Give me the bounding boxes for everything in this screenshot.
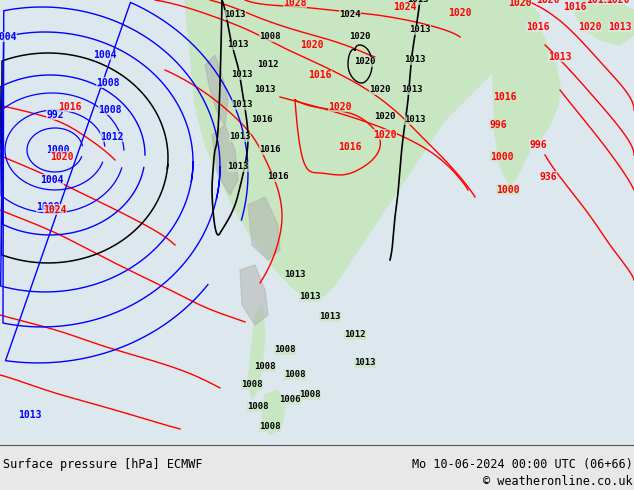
Text: 1013: 1013 [320,313,340,321]
Text: 1020: 1020 [606,0,630,5]
Polygon shape [248,197,280,260]
Text: 1020: 1020 [374,113,396,122]
Text: 1013: 1013 [548,52,572,62]
Text: 1013: 1013 [586,0,610,5]
Text: 1024: 1024 [339,10,361,20]
Text: 1008: 1008 [247,402,269,412]
Text: 1016: 1016 [563,2,586,12]
Text: 1008: 1008 [98,105,122,115]
Text: 1020: 1020 [328,102,352,112]
Text: 1016: 1016 [526,22,550,32]
Text: 1000: 1000 [46,145,70,155]
Text: 1013: 1013 [299,293,321,301]
Text: 1013: 1013 [404,116,426,124]
Text: 1020: 1020 [508,0,532,8]
Text: 1013: 1013 [254,85,276,95]
Text: 1004: 1004 [0,32,16,42]
Text: 1008: 1008 [96,78,120,88]
Text: 1013: 1013 [230,132,251,142]
Text: 1008: 1008 [299,391,321,399]
Polygon shape [262,390,285,435]
Text: 1012: 1012 [257,60,279,70]
Text: 1016: 1016 [259,146,281,154]
Text: 1013: 1013 [407,0,429,4]
Text: 1024: 1024 [43,205,67,215]
Text: 1016: 1016 [251,116,273,124]
Text: 1016: 1016 [339,142,362,152]
Text: 1016: 1016 [493,92,517,102]
Polygon shape [595,0,630,30]
Text: 1020: 1020 [578,22,602,32]
Text: 1013: 1013 [284,270,306,279]
Text: 1020: 1020 [536,0,560,5]
Text: 1013: 1013 [18,410,42,420]
Polygon shape [212,125,238,195]
Polygon shape [205,55,228,125]
Text: 1013: 1013 [608,22,631,32]
Text: 1004: 1004 [40,175,64,185]
Text: 1008: 1008 [259,32,281,42]
Text: 1013: 1013 [410,25,430,34]
Text: 1016: 1016 [268,172,288,181]
Text: 1008: 1008 [254,363,276,371]
Text: 1016: 1016 [308,70,332,80]
Text: 1008: 1008 [275,345,295,354]
Polygon shape [185,0,220,30]
Text: 1008: 1008 [284,370,306,379]
Text: 1000: 1000 [490,152,514,162]
Text: 992: 992 [46,110,64,120]
Text: 996: 996 [489,120,507,130]
Polygon shape [185,0,540,300]
Text: 1020: 1020 [50,152,74,162]
Text: 1020: 1020 [369,85,391,95]
Text: 1016: 1016 [58,102,82,112]
Text: 1024: 1024 [393,2,417,12]
Text: 1013: 1013 [231,71,253,79]
Text: 1013: 1013 [227,41,249,49]
Text: 1020: 1020 [301,40,324,50]
Text: 1013: 1013 [227,163,249,172]
Text: 1012: 1012 [344,330,366,340]
Text: 1020: 1020 [448,8,472,18]
Text: Mo 10-06-2024 00:00 UTC (06+66): Mo 10-06-2024 00:00 UTC (06+66) [412,459,633,471]
Polygon shape [240,265,268,325]
Text: 1028: 1028 [283,0,307,8]
Text: 1008: 1008 [259,422,281,431]
Polygon shape [490,0,560,185]
Text: Surface pressure [hPa] ECMWF: Surface pressure [hPa] ECMWF [3,459,203,471]
Text: 996: 996 [529,140,547,150]
Text: 1013: 1013 [354,358,376,368]
Text: 1020: 1020 [354,57,376,67]
Text: 1013: 1013 [404,55,426,65]
Text: 1006: 1006 [279,395,301,404]
Text: 1020: 1020 [349,32,371,42]
Text: 1020: 1020 [373,130,397,140]
Text: 1008: 1008 [36,202,60,212]
Text: 1013: 1013 [231,100,253,109]
Text: 1013: 1013 [401,85,423,95]
Text: © weatheronline.co.uk: © weatheronline.co.uk [483,475,633,488]
Text: 1013: 1013 [224,10,246,20]
Polygon shape [248,305,265,400]
Text: 936: 936 [539,172,557,182]
Text: 1000: 1000 [496,185,520,195]
Polygon shape [575,0,634,45]
Text: 1008: 1008 [242,380,262,390]
Text: 1012: 1012 [100,132,124,142]
Text: 1004: 1004 [93,50,117,60]
